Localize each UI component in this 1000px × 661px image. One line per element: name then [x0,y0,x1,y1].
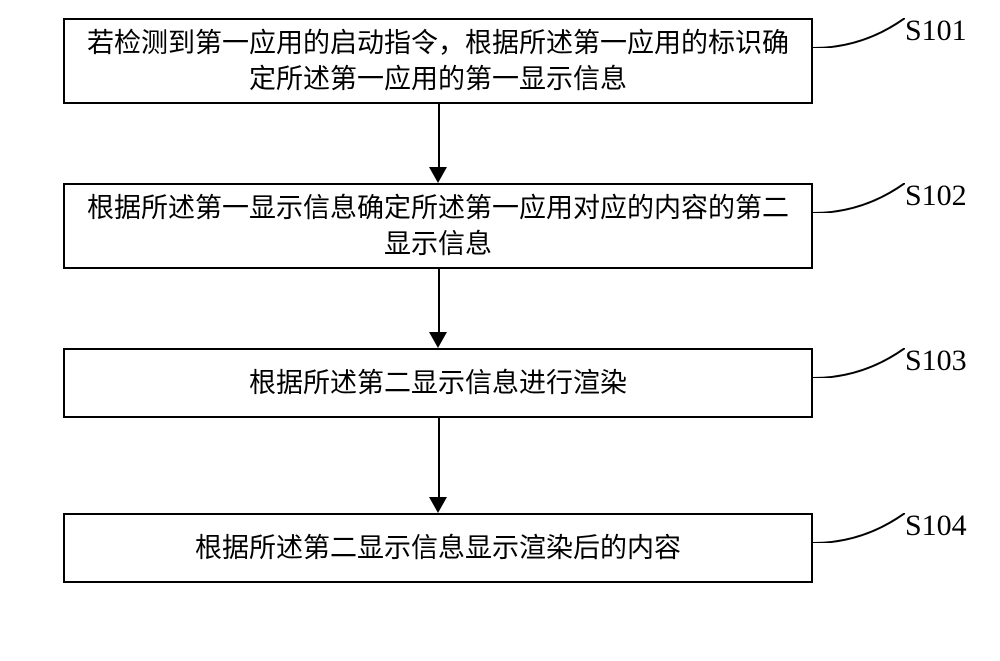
flow-arrow-line [438,104,440,167]
step-label-s101: S101 [905,14,967,48]
step-text: 根据所述第一显示信息确定所述第一应用对应的内容的第二显示信息 [77,190,799,263]
step-text: 根据所述第二显示信息进行渲染 [249,365,627,401]
step-text: 若检测到第一应用的启动指令，根据所述第一应用的标识确定所述第一应用的第一显示信息 [77,25,799,98]
flow-arrow-head [429,332,447,348]
step-label-s103: S103 [905,344,967,378]
flow-arrow-line [438,269,440,332]
step-box-s102: 根据所述第一显示信息确定所述第一应用对应的内容的第二显示信息 [63,183,813,269]
step-box-s103: 根据所述第二显示信息进行渲染 [63,348,813,418]
flow-arrow-head [429,497,447,513]
label-connector-s104 [813,513,905,543]
label-connector-s103 [813,348,905,378]
step-text: 根据所述第二显示信息显示渲染后的内容 [195,530,681,566]
step-box-s104: 根据所述第二显示信息显示渲染后的内容 [63,513,813,583]
step-box-s101: 若检测到第一应用的启动指令，根据所述第一应用的标识确定所述第一应用的第一显示信息 [63,18,813,104]
flow-arrow-line [438,418,440,497]
step-label-s102: S102 [905,179,967,213]
step-label-s104: S104 [905,509,967,543]
label-connector-s101 [813,18,905,48]
flowchart-canvas: 若检测到第一应用的启动指令，根据所述第一应用的标识确定所述第一应用的第一显示信息… [0,0,1000,661]
flow-arrow-head [429,167,447,183]
label-connector-s102 [813,183,905,213]
